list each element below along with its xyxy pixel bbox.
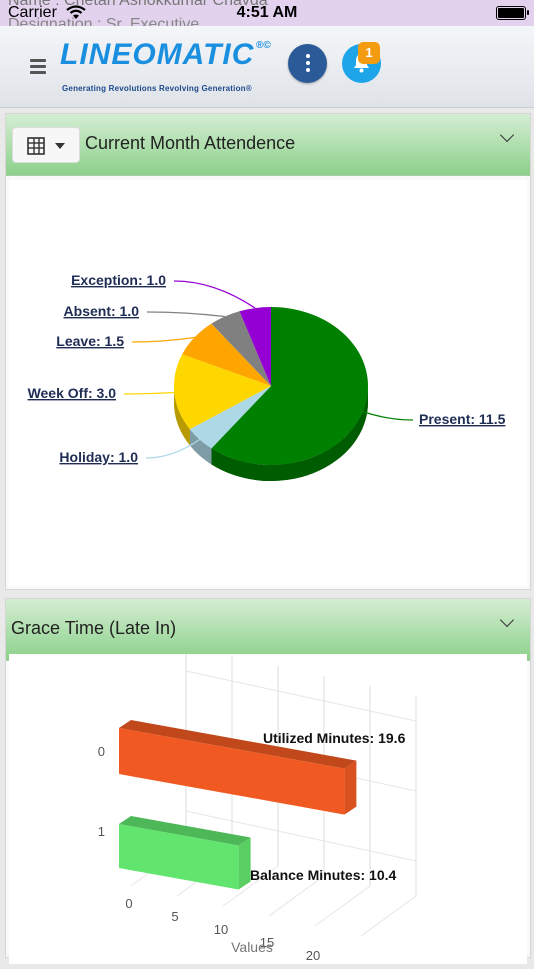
notification-count-badge: 1 [358, 42, 380, 64]
pie-slice-leave[interactable] [182, 323, 271, 386]
pie-label-week-off: Week Off: 3.0 [28, 385, 117, 401]
grace-chart-area: 0 5 10 15 20 25 Values 0 Utilized Minutes: 19.6 1… [9, 646, 527, 969]
bar-top-face [119, 816, 251, 846]
pie-connector-line [146, 311, 225, 318]
pie-connector-line [123, 391, 175, 395]
pie-connector-line [145, 438, 201, 459]
table-view-dropdown[interactable] [12, 127, 80, 163]
bar-end-face [238, 837, 251, 890]
bar-top-face [119, 720, 357, 769]
pie-label-exception: Exception: 1.0 [71, 272, 166, 288]
pie-label-holiday: Holiday: 1.0 [59, 449, 138, 465]
attendance-chart-area: Present: 11.5 Holiday: 1.0 Week Off: 3.0 Le… [9, 180, 527, 586]
grid-line [268, 875, 325, 917]
pie-slice-side [211, 386, 368, 481]
carrier-label: Carrier [8, 4, 57, 21]
x-tick-label: 15 [260, 935, 274, 950]
grace-time-panel-title: Grace Time (Late In) [11, 618, 177, 638]
x-axis-title: Values [231, 939, 273, 955]
y-category-label: 0 [98, 744, 105, 759]
table-icon [27, 137, 45, 155]
pie-connector-line [173, 280, 256, 309]
logo-wordmark: LINEOMATIC [60, 38, 255, 71]
attendance-panel-header[interactable]: Current Month Attendence [6, 114, 530, 176]
pie-slice-exception[interactable] [239, 307, 271, 386]
collapse-chevron-icon[interactable] [499, 612, 515, 628]
pie-connector-line [131, 336, 195, 343]
status-bar: Name : Chetan Ashokkumar Chavda Designat… [0, 0, 534, 26]
pie-label-present: Present: 11.5 [419, 411, 506, 427]
more-options-button[interactable] [288, 44, 327, 83]
pie-slice-holiday[interactable] [189, 386, 271, 449]
x-tick-label: 25 [352, 961, 366, 964]
pie-connector-line [362, 411, 414, 421]
grid-line [314, 885, 371, 927]
x-tick-label: 5 [171, 909, 178, 924]
lineomatic-logo: LINEOMATIC ®© Generating Revolutions Rev… [60, 38, 280, 98]
background-name-text: Name : Chetan Ashokkumar Chavda [8, 0, 268, 9]
caret-down-icon [55, 143, 65, 149]
pie-label-leave: Leave: 1.5 [56, 333, 124, 349]
logo-tagline: Generating Revolutions Revolving Generat… [62, 84, 252, 93]
y-category-label: 1 [98, 824, 105, 839]
grace-time-panel-header[interactable]: Grace Time (Late In) [6, 599, 530, 661]
bar-value-label: Balance Minutes: 10.4 [250, 867, 396, 883]
bar-0[interactable] [119, 728, 345, 815]
pie-slice-present[interactable] [211, 307, 368, 465]
hamburger-menu-icon[interactable] [30, 59, 46, 77]
pie-slice-side [189, 429, 212, 465]
grid-line [222, 865, 279, 907]
app-header: LINEOMATIC ®© Generating Revolutions Rev… [0, 26, 534, 108]
grid-line [185, 810, 417, 862]
x-tick-label: 0 [125, 896, 132, 911]
pie-slice-absent[interactable] [211, 311, 271, 386]
wifi-icon [66, 5, 86, 19]
attendance-panel: Current Month Attendence Present: 11.5 Ho… [5, 113, 531, 590]
x-tick-label: 10 [214, 922, 228, 937]
clock: 4:51 AM [236, 4, 298, 21]
pie-slice-side [174, 386, 190, 446]
x-tick-label: 20 [306, 948, 320, 963]
grid-line [360, 895, 417, 937]
grace-time-panel: Grace Time (Late In) 0 5 10 15 20 25 Values 0 Ut… [5, 598, 531, 969]
grace-time-bar-chart: 0 5 10 15 20 25 Values 0 Utilized Minutes: 19.6 1… [98, 646, 417, 969]
background-designation-text: Designation : Sr. Executive [8, 16, 200, 26]
bar-1[interactable] [119, 824, 239, 890]
attendance-pie-chart: Present: 11.5 Holiday: 1.0 Week Off: 3.0 Le… [28, 272, 506, 481]
bar-value-label: Utilized Minutes: 19.6 [263, 730, 406, 746]
battery-icon [496, 6, 529, 20]
pie-label-absent: Absent: 1.0 [64, 303, 140, 319]
grid-line [185, 670, 417, 722]
pie-slice-week-off[interactable] [173, 354, 271, 430]
logo-registered-mark: ®© [256, 40, 271, 51]
collapse-chevron-icon[interactable] [499, 127, 515, 143]
bar-end-face [344, 760, 357, 815]
attendance-panel-title: Current Month Attendence [85, 133, 296, 153]
